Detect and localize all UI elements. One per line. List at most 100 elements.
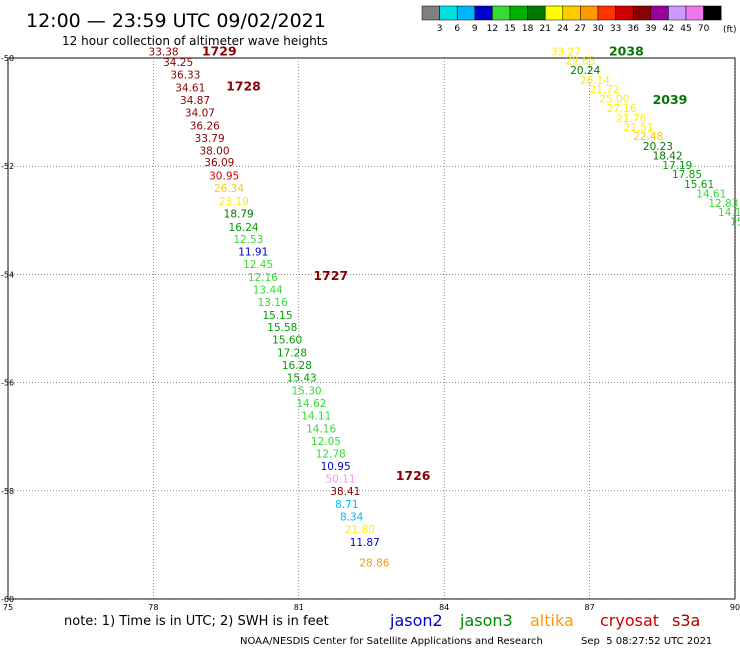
- wave-height-label: 11.91: [238, 246, 268, 258]
- colorbar-tick-label: 39: [645, 24, 657, 34]
- wave-height-label: 12.78: [316, 448, 346, 460]
- wave-height-label: 15.01: [730, 217, 740, 229]
- wave-height-label: 27.16: [607, 103, 637, 115]
- x-tick-label: 90: [730, 603, 740, 612]
- colorbar-tick-label: 33: [610, 24, 621, 34]
- y-tick-label: -54: [1, 270, 14, 279]
- colorbar-swatch: [668, 5, 687, 21]
- wave-height-label: 21.72: [590, 84, 620, 96]
- footer-credit: NOAA/NESDIS Center for Satellite Applica…: [240, 636, 543, 647]
- legend-s3a: s3a: [672, 611, 700, 630]
- x-tick-label: 75: [3, 603, 13, 612]
- colorbar-swatch: [421, 5, 440, 21]
- x-tick-label: 81: [294, 603, 304, 612]
- wave-height-label: 15.43: [287, 373, 317, 385]
- wave-height-label: 16.28: [282, 360, 312, 372]
- satellite-legend: jason2 jason3 altika cryosat s3a: [389, 611, 700, 630]
- legend-jason2: jason2: [389, 611, 443, 630]
- colorbar-swatch: [615, 5, 634, 21]
- wave-height-label: 34.07: [185, 107, 215, 119]
- colorbar-swatch: [439, 5, 458, 21]
- colorbar-tick-label: 6: [454, 24, 460, 34]
- pass-time-label: 1726: [396, 468, 431, 483]
- y-tick-label: -52: [1, 162, 14, 171]
- wave-height-label: 15.60: [272, 335, 302, 347]
- colorbar-tick-label: 15: [504, 24, 515, 34]
- footer-timestamp: Sep 5 08:27:52 UTC 2021: [581, 636, 712, 647]
- y-tick-label: -56: [1, 379, 14, 388]
- colorbar-swatch: [597, 5, 616, 21]
- colorbar-swatch: [492, 5, 511, 21]
- y-axis-ticks: -50 -52 -54 -56 -58 -60: [1, 54, 14, 604]
- wave-height-label: 22.48: [633, 131, 663, 143]
- wave-height-label: 11.87: [350, 537, 380, 549]
- wave-height-label: 36.26: [190, 120, 220, 132]
- wave-height-label: 12.45: [243, 259, 273, 271]
- wave-height-label: 14.16: [306, 423, 336, 435]
- wave-height-label: 14.62: [296, 398, 326, 410]
- colorbar-tick-label: 9: [472, 24, 478, 34]
- wave-height-label: 26.14: [580, 75, 610, 87]
- colorbar-swatch: [685, 5, 704, 21]
- track-2038-2039: 33.2729.6520.2426.1421.7225.0027.1621.76…: [551, 46, 740, 228]
- wave-height-label: 33.27: [551, 46, 581, 58]
- wave-height-label: 34.87: [180, 95, 210, 107]
- wave-height-label: 13.16: [258, 297, 288, 309]
- wave-height-label: 8.34: [340, 512, 364, 524]
- pass-time-label: 2038: [609, 43, 644, 58]
- wave-height-label: 13.44: [253, 284, 283, 296]
- colorbar-tick-label: 21: [539, 24, 550, 34]
- colorbar-swatch: [544, 5, 564, 21]
- map-title: 12:00 — 23:59 UTC 09/02/2021: [26, 10, 326, 32]
- pass-time-label: 1728: [226, 78, 261, 93]
- wave-height-label: 15.58: [267, 322, 297, 334]
- wave-height-label: 34.61: [175, 83, 205, 95]
- x-tick-label: 84: [439, 603, 449, 612]
- wave-height-label: 17.28: [277, 348, 307, 360]
- wave-height-label: 10.95: [321, 461, 351, 473]
- wave-height-label: 14.61: [696, 189, 726, 201]
- pass-time-label: 2039: [653, 92, 688, 107]
- colorbar-swatch: [456, 5, 476, 21]
- colorbar-tick-label: 18: [522, 24, 534, 34]
- colorbar-tick-label: 24: [557, 24, 569, 34]
- wave-height-label: 36.09: [204, 157, 234, 169]
- wave-height-label: 34.25: [163, 57, 193, 69]
- wave-height-label: 15.61: [684, 179, 714, 191]
- colorbar-swatch: [650, 5, 669, 21]
- legend-cryosat: cryosat: [600, 611, 659, 630]
- wave-height-label: 20.24: [570, 65, 600, 77]
- colorbar-tick-label: 36: [627, 24, 639, 34]
- colorbar-tick-label: 30: [592, 24, 604, 34]
- wave-height-label: 17.85: [672, 169, 702, 181]
- colorbar-swatch: [562, 5, 581, 21]
- colorbar-swatch: [509, 5, 528, 21]
- wave-height-label: 15.30: [292, 386, 322, 398]
- map-subtitle: 12 hour collection of altimeter wave hei…: [62, 34, 328, 48]
- wave-height-label: 38.00: [199, 145, 229, 157]
- wave-height-label: 18.79: [224, 209, 254, 221]
- wave-height-label: 14.11: [301, 410, 331, 422]
- colorbar-swatch: [632, 5, 652, 21]
- colorbar-tick-label: 3: [437, 24, 443, 34]
- wave-height-label: 12.05: [311, 436, 341, 448]
- pass-time-label: 1727: [313, 268, 348, 283]
- time-labels: 1729 1728 1727 1726 2038 2039: [202, 43, 688, 483]
- wave-height-label: 21.80: [345, 524, 375, 536]
- wave-height-label: 12.16: [248, 272, 278, 284]
- colorbar-tick-label: 45: [680, 24, 691, 34]
- y-tick-label: -58: [1, 487, 14, 496]
- wave-height-label: 28.86: [359, 558, 389, 570]
- colorbar-tick-label: 42: [663, 24, 674, 34]
- wave-height-label: 20.23: [643, 141, 673, 153]
- wave-height-label: 38.41: [330, 486, 360, 498]
- wave-height-label: 50.11: [325, 474, 355, 486]
- footer-note: note: 1) Time is in UTC; 2) SWH is in fe…: [64, 614, 329, 629]
- colorbar-swatch: [474, 5, 493, 21]
- legend-jason3: jason3: [459, 611, 513, 630]
- colorbar-tick-label: 12: [487, 24, 498, 34]
- wave-height-label: 21.76: [616, 113, 646, 125]
- gridlines: [7, 57, 736, 600]
- wave-height-label: 23.19: [219, 196, 249, 208]
